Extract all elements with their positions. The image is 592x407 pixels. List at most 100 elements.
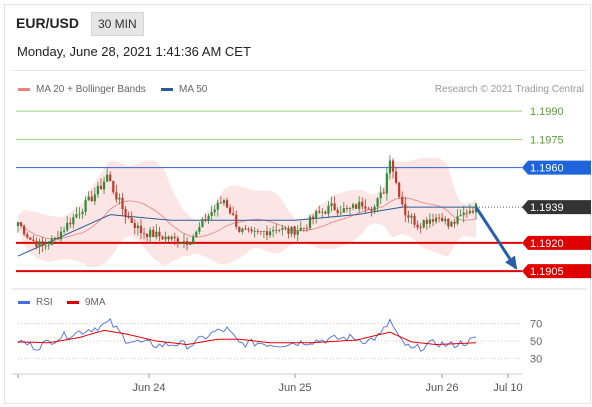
candle [87, 191, 90, 201]
candle-body [438, 217, 441, 219]
candle [268, 227, 272, 238]
candle [53, 236, 56, 242]
candle [63, 226, 66, 234]
candle [146, 233, 149, 242]
candle-body [164, 236, 167, 240]
candle [299, 221, 302, 232]
candle [468, 204, 471, 215]
candle-body [388, 160, 392, 174]
level-label-text-2: 1.1960 [530, 163, 564, 175]
candle-body [416, 224, 419, 228]
candle [376, 197, 379, 213]
candle [336, 207, 339, 217]
candle [59, 226, 63, 244]
candle [179, 242, 183, 245]
candle-body [139, 225, 143, 234]
candle-body [241, 228, 244, 232]
candle [244, 224, 247, 230]
x-tick-label-2: Jun 26 [425, 382, 458, 394]
candle [262, 230, 266, 238]
candle-body [259, 231, 262, 232]
candle [438, 213, 441, 223]
candle [287, 225, 290, 239]
candle [321, 208, 324, 218]
candle [311, 214, 315, 225]
candle [219, 196, 222, 204]
candle-body [419, 227, 422, 229]
candle-body [155, 231, 158, 238]
candle-body [112, 181, 115, 193]
candle [339, 205, 342, 216]
candle [115, 184, 118, 203]
candle [367, 206, 370, 210]
candle [379, 185, 382, 205]
candle-body [296, 230, 299, 235]
candles [16, 155, 478, 255]
candle [167, 235, 170, 243]
candle-body [32, 239, 35, 241]
candle-body [250, 229, 253, 232]
candle [29, 237, 32, 241]
candle [26, 232, 29, 240]
candle [81, 208, 84, 219]
x-tick-label-0: Jun 24 [132, 382, 165, 394]
candle-body [102, 181, 106, 190]
candle-body [195, 231, 198, 237]
candle [228, 204, 232, 215]
candle-body [69, 222, 72, 225]
rsi-tick-label-2: 30 [530, 354, 542, 366]
candle-body [391, 160, 395, 172]
candle-body [379, 192, 382, 199]
legend-swatch-rsi [18, 301, 30, 304]
candle [247, 227, 250, 233]
legend-label-ma20: MA 20 + Bollinger Bands [36, 84, 146, 95]
level-label-text-5: 1.1905 [530, 266, 564, 278]
candle [272, 225, 275, 237]
candle [259, 230, 262, 236]
candle [348, 207, 352, 215]
candle-body [56, 237, 60, 240]
candle-body [152, 229, 155, 238]
candle [431, 213, 435, 227]
candle-body [133, 223, 136, 229]
candle-body [146, 233, 149, 238]
candle [109, 171, 112, 182]
header-divider [12, 70, 587, 71]
candle-body [450, 221, 453, 227]
candle-body [262, 231, 266, 232]
candle [207, 213, 210, 224]
candle [32, 235, 35, 244]
candle-body [376, 198, 379, 207]
candle [250, 226, 253, 234]
candle-body [106, 174, 109, 182]
level-label-text-1: 1.1975 [530, 134, 564, 146]
candle-body [225, 200, 229, 208]
candle-body [78, 213, 81, 215]
candle-body [459, 215, 462, 217]
candle [161, 235, 164, 240]
candle-body [373, 206, 376, 211]
timeframe-badge[interactable]: 30 MIN [91, 12, 144, 36]
candle [351, 202, 355, 211]
candle-body [327, 205, 330, 214]
candle [404, 196, 407, 223]
candle-body [167, 236, 170, 240]
candle [450, 220, 453, 228]
candle-body [311, 216, 315, 219]
candle-body [232, 213, 235, 215]
candle [308, 214, 312, 231]
candle [41, 237, 44, 252]
candle-body [63, 230, 66, 232]
candle [152, 226, 155, 238]
candle [124, 206, 127, 224]
candle-body [336, 210, 339, 214]
candle [265, 225, 269, 241]
candle-body [456, 216, 459, 224]
rsi-tick-label-1: 50 [530, 336, 542, 348]
candle [394, 167, 398, 185]
candle [413, 213, 416, 228]
candle-body [339, 212, 342, 214]
level-label-3: 1.1939 [522, 200, 591, 215]
candle-body [453, 221, 456, 224]
candle [385, 167, 388, 201]
